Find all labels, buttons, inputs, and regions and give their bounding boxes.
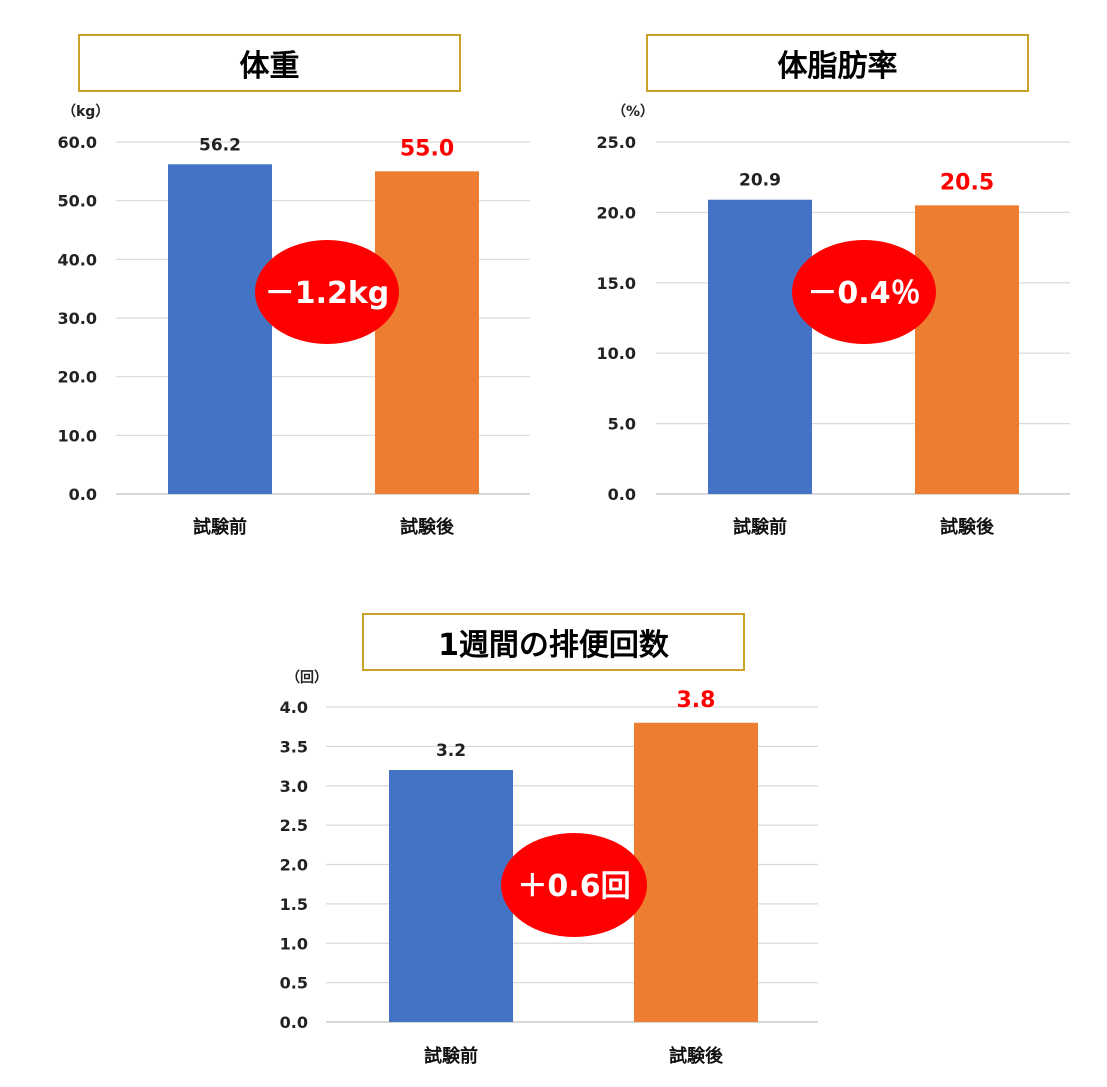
value-label-after: 55.0	[400, 136, 454, 161]
bar-after	[375, 171, 479, 495]
difference-badge	[501, 833, 647, 937]
category-label: 試験前	[733, 516, 787, 538]
value-label-after: 3.8	[677, 688, 716, 713]
chart-title-body-fat: 体脂肪率	[646, 34, 1029, 92]
y-tick-label: 5.0	[608, 415, 636, 434]
y-tick-label: 3.5	[280, 737, 308, 756]
category-label: 試験前	[424, 1045, 478, 1067]
bar-before	[168, 164, 272, 494]
difference-label: －0.4％	[807, 276, 920, 311]
y-tick-label: 25.0	[597, 133, 636, 152]
y-tick-label: 20.0	[58, 368, 97, 387]
bar-before	[708, 199, 812, 494]
value-label-before: 3.2	[436, 741, 466, 761]
category-label: 試験後	[669, 1045, 724, 1067]
value-label-after: 20.5	[940, 170, 994, 195]
y-axis-unit-label: （%）	[612, 104, 654, 120]
difference-label: ＋0.6回	[517, 869, 630, 904]
y-tick-label: 2.0	[280, 856, 308, 875]
category-label: 試験前	[193, 516, 247, 538]
value-label-before: 20.9	[739, 171, 781, 191]
y-tick-label: 60.0	[58, 133, 97, 152]
difference-badge	[792, 240, 936, 344]
y-tick-label: 0.0	[69, 485, 97, 504]
y-tick-label: 40.0	[58, 250, 97, 269]
y-tick-label: 0.0	[608, 485, 636, 504]
y-tick-label: 3.0	[280, 777, 308, 796]
y-tick-label: 30.0	[58, 309, 97, 328]
bar-before	[389, 770, 513, 1022]
value-label-before: 56.2	[199, 135, 241, 155]
chart-title-bowel-movements: 1週間の排便回数	[362, 613, 745, 671]
y-tick-label: 0.0	[280, 1013, 308, 1032]
chart-title-weight: 体重	[78, 34, 461, 92]
difference-label: －1.2kg	[265, 276, 390, 311]
bar-after	[915, 205, 1019, 495]
y-tick-label: 0.5	[280, 974, 308, 993]
y-tick-label: 4.0	[280, 698, 308, 717]
y-tick-label: 15.0	[597, 274, 636, 293]
y-tick-label: 2.5	[280, 816, 308, 835]
y-axis-unit-label: （回）	[286, 670, 328, 686]
bar-after	[634, 722, 758, 1022]
difference-badge	[255, 240, 399, 344]
category-label: 試験後	[400, 516, 455, 538]
y-axis-unit-label: （kg）	[62, 104, 109, 120]
y-tick-label: 50.0	[58, 192, 97, 211]
y-tick-label: 10.0	[597, 344, 636, 363]
y-tick-label: 20.0	[597, 203, 636, 222]
y-tick-label: 10.0	[58, 426, 97, 445]
y-tick-label: 1.5	[280, 895, 308, 914]
y-tick-label: 1.0	[280, 934, 308, 953]
category-label: 試験後	[940, 516, 995, 538]
